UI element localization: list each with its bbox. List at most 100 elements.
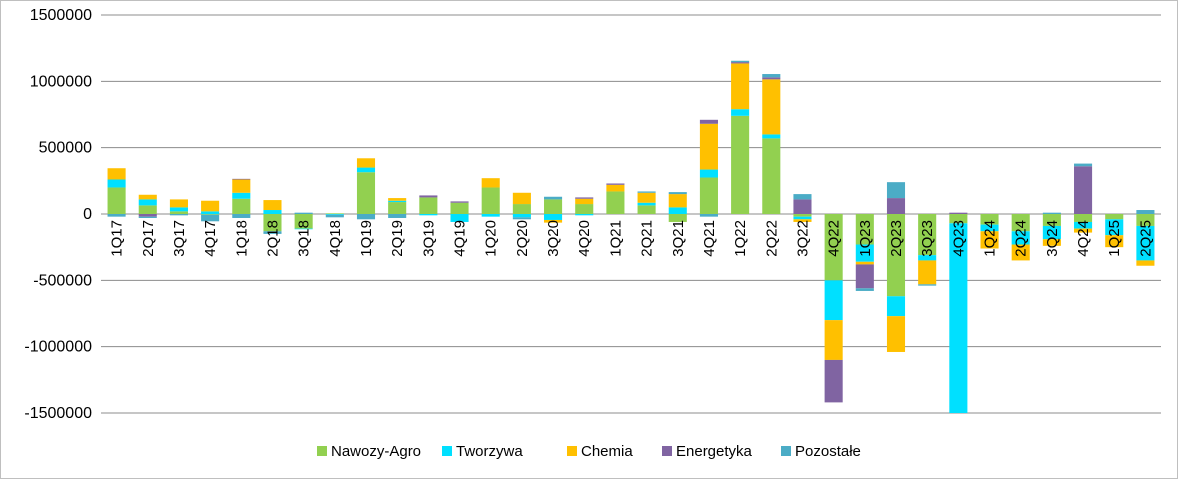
x-tick-label: 4Q17 <box>202 220 219 257</box>
y-tick-label: -1000000 <box>24 339 92 356</box>
bar-segment-nawozy-agro <box>169 211 188 214</box>
bar-segment-chemia <box>1042 239 1061 246</box>
x-tick-label: 3Q20 <box>545 220 562 257</box>
x-tick-label: 1Q22 <box>732 220 749 257</box>
legend: Nawozy-Agro Tworzywa Chemia Energetyka Pozos… <box>317 443 861 460</box>
bar-segment-tworzywa <box>419 214 438 216</box>
bar-segment-nawozy-agro <box>107 187 126 214</box>
x-tick-label: 2Q24 <box>1013 220 1030 257</box>
bar-segment-tworzywa <box>949 223 968 413</box>
bar-segment-pozosta-e <box>169 214 188 216</box>
bar-segment-chemia <box>544 219 563 223</box>
x-tick-label: 1Q17 <box>109 220 126 257</box>
bar-segment-tworzywa <box>138 199 157 206</box>
bar-segment-nawozy-agro <box>1105 214 1124 220</box>
bar-segment-energetyka <box>949 212 968 214</box>
bar-segment-energetyka <box>1074 166 1093 214</box>
bar-segment-pozosta-e <box>762 74 781 78</box>
bar-segment-nawozy-agro <box>1042 214 1061 226</box>
x-tick-label: 3Q17 <box>171 220 188 257</box>
bar-segment-pozosta-e <box>731 60 750 63</box>
bar-segment-chemia <box>138 194 157 200</box>
bar-segment-tworzywa <box>263 210 282 214</box>
y-tick-label: -500000 <box>33 272 92 289</box>
bar-segment-nawozy-agro <box>512 204 531 214</box>
x-tick-label: 4Q19 <box>452 220 469 257</box>
bar-segment-nawozy-agro <box>1136 214 1155 226</box>
bar-segment-energetyka <box>886 198 906 214</box>
bar-segment-nawozy-agro <box>544 199 563 214</box>
bar-segment-tworzywa <box>980 224 999 232</box>
bar-segment-chemia <box>855 261 874 265</box>
y-tick-label: 1000000 <box>30 73 92 90</box>
bar-segment-chemia <box>169 199 188 208</box>
bar-segment-chemia <box>481 178 500 188</box>
bar-segment-pozosta-e <box>294 212 313 214</box>
bar-segment-chemia <box>762 79 781 135</box>
x-tick-label: 4Q18 <box>327 220 344 257</box>
bar-segment-pozosta-e <box>512 217 531 220</box>
x-tick-label: 1Q25 <box>1106 220 1123 257</box>
legend-swatch <box>442 446 452 456</box>
bar-segment-energetyka <box>699 119 718 124</box>
bar-segment-chemia <box>201 200 220 212</box>
bar-segment-tworzywa <box>918 255 937 261</box>
bar-segment-tworzywa <box>699 169 718 178</box>
bar-segment-nawozy-agro <box>356 172 376 214</box>
bar-segment-nawozy-agro <box>201 214 220 215</box>
x-tick-label: 2Q17 <box>140 220 157 257</box>
bar-segment-tworzywa <box>637 202 656 206</box>
x-tick-label: 2Q23 <box>888 220 905 257</box>
bar-segment-nawozy-agro <box>668 214 687 222</box>
bar-segment-nawozy-agro <box>855 214 874 245</box>
bar-segment-chemia <box>918 260 937 285</box>
bar-segment-pozosta-e <box>918 284 937 286</box>
bar-segment-energetyka <box>575 197 594 199</box>
bar-segment-nawozy-agro <box>731 115 750 214</box>
bar-segment-tworzywa <box>762 134 781 139</box>
bar-segment-chemia <box>388 198 407 201</box>
legend-swatch <box>662 446 672 456</box>
bar-segment-nawozy-agro <box>762 138 781 214</box>
x-tick-label: 4Q24 <box>1075 220 1092 257</box>
bar-segment-energetyka <box>606 183 625 185</box>
bar-segment-chemia <box>1105 235 1124 248</box>
bar-segment-nawozy-agro <box>637 205 656 214</box>
bar-segment-pozosta-e <box>325 214 344 218</box>
bar-segment-tworzywa <box>668 207 687 214</box>
bar-segment-energetyka <box>419 195 438 198</box>
bar-segment-nawozy-agro <box>232 198 251 214</box>
bar-segment-tworzywa <box>1074 221 1093 229</box>
bar-segment-chemia <box>731 63 750 110</box>
bars <box>107 60 1155 413</box>
x-tick-label: 1Q23 <box>857 220 874 257</box>
legend-label: Chemia <box>581 443 633 460</box>
bar-segment-tworzywa <box>325 214 344 215</box>
bar-segment-tworzywa <box>1042 225 1061 240</box>
bar-segment-chemia <box>668 194 687 208</box>
bar-segment-nawozy-agro <box>263 214 282 232</box>
bar-segment-chemia <box>637 192 656 203</box>
legend-swatch <box>781 446 791 456</box>
bar-segment-energetyka <box>232 178 251 180</box>
bar-segment-chemia <box>1074 228 1093 233</box>
bar-segment-chemia <box>107 168 126 180</box>
x-tick-label: 2Q25 <box>1137 220 1154 257</box>
bar-segment-chemia <box>356 158 376 168</box>
bar-segment-tworzywa <box>855 244 874 262</box>
bar-segment-nawozy-agro <box>824 214 843 281</box>
bar-segment-tworzywa <box>388 200 407 203</box>
bar-segment-pozosta-e <box>855 288 874 291</box>
bar-segment-tworzywa <box>886 296 906 317</box>
bar-segment-tworzywa <box>544 214 563 220</box>
y-tick-label: 500000 <box>39 140 92 157</box>
bar-segment-chemia <box>980 231 999 249</box>
bar-segment-nawozy-agro <box>388 202 407 214</box>
bar-segment-tworzywa <box>294 228 313 230</box>
bar-segment-tworzywa <box>1011 231 1030 245</box>
x-tick-label: 1Q18 <box>233 220 250 257</box>
grid-lines <box>101 14 1161 414</box>
bar-segment-tworzywa <box>1136 225 1155 261</box>
legend-label: Tworzywa <box>456 443 523 460</box>
bar-segment-tworzywa <box>512 214 531 218</box>
